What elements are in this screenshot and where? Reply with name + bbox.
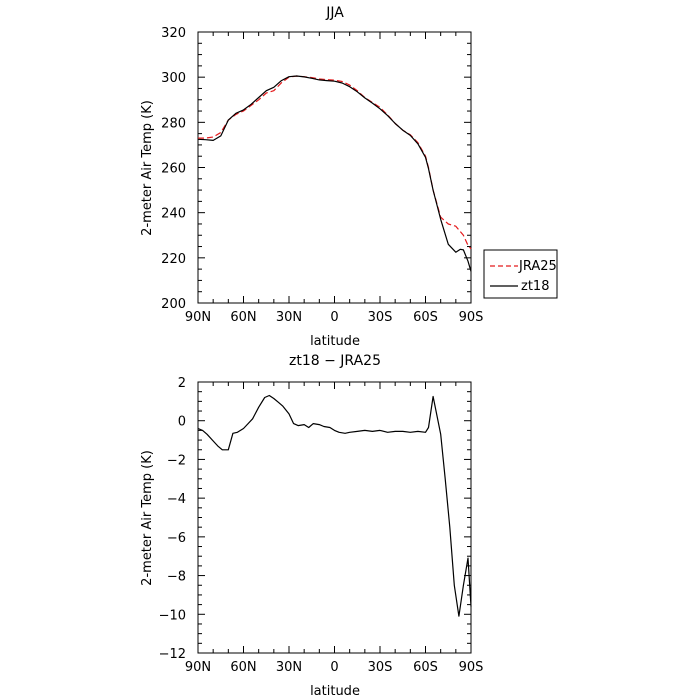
x-axis-label: latitude xyxy=(310,684,360,699)
x-tick-label: 30S xyxy=(368,310,393,325)
x-tick-label: 90N xyxy=(185,310,211,325)
y-tick-label: 200 xyxy=(161,297,186,312)
x-tick-label: 60N xyxy=(230,310,256,325)
bottom-chart: zt18 − JRA25 latitude 2-meter Air Temp (… xyxy=(140,353,483,699)
y-axis-label: 2-meter Air Temp (K) xyxy=(140,100,155,236)
x-tick-label: 60S xyxy=(413,310,438,325)
chart-title: zt18 − JRA25 xyxy=(289,353,381,369)
series-line-zt18 xyxy=(197,75,472,272)
y-tick-label: −4 xyxy=(167,492,186,507)
y-tick-label: −8 xyxy=(167,570,186,585)
chart-title: JJA xyxy=(325,5,344,21)
y-tick-label: −6 xyxy=(167,531,186,546)
y-tick-label: 0 xyxy=(178,415,186,430)
y-tick-label: 300 xyxy=(161,71,186,86)
legend-box xyxy=(483,249,558,299)
x-tick-label: 30N xyxy=(276,660,302,675)
x-tick-label: 90S xyxy=(459,660,484,675)
x-tick-label: 90N xyxy=(185,660,211,675)
y-tick-label: 240 xyxy=(161,207,186,222)
y-tick-label: −12 xyxy=(159,647,186,662)
y-tick-label: 2 xyxy=(178,376,186,391)
y-tick-label: 220 xyxy=(161,252,186,267)
series-line-difference xyxy=(197,394,472,617)
x-tick-label: 0 xyxy=(330,310,338,325)
plot-frame xyxy=(197,381,472,654)
x-tick-label: 30S xyxy=(368,660,393,675)
x-axis-label: latitude xyxy=(310,334,360,349)
series-line-jra25 xyxy=(198,75,472,250)
y-tick-label: 280 xyxy=(161,116,186,131)
x-tick-label: 60S xyxy=(413,660,438,675)
legend: JRA25 zt18 xyxy=(483,249,558,299)
x-tick-label: 0 xyxy=(330,660,338,675)
x-tick-label: 60N xyxy=(230,660,256,675)
x-tick-label: 30N xyxy=(276,310,302,325)
y-tick-label: 320 xyxy=(161,26,186,41)
y-tick-label: 260 xyxy=(161,162,186,177)
y-tick-label: −10 xyxy=(159,608,186,623)
legend-label-jra25: JRA25 xyxy=(518,259,557,274)
y-tick-label: −2 xyxy=(167,453,186,468)
y-axis-label: 2-meter Air Temp (K) xyxy=(140,450,155,586)
legend-label-zt18: zt18 xyxy=(521,279,549,294)
plot-frame xyxy=(197,31,472,304)
top-chart: JJA latitude 2-meter Air Temp (K) 90N 60N… xyxy=(140,5,483,349)
x-tick-label: 90S xyxy=(459,310,484,325)
